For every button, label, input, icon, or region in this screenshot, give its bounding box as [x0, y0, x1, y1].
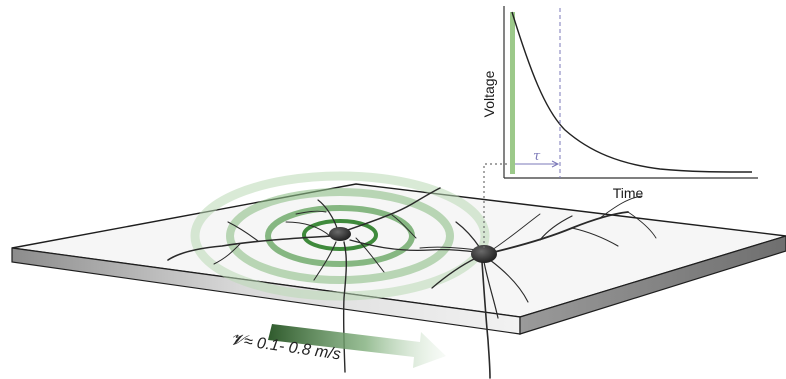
stimulus-bar [510, 12, 515, 174]
inset-plot: τ Voltage Time [481, 6, 758, 201]
wave-ring-outer [190, 171, 490, 301]
tissue-slab [11, 183, 786, 335]
neuron-left-soma [329, 227, 351, 241]
wave-rings [190, 171, 490, 301]
y-axis-label: Voltage [481, 70, 497, 117]
tau-symbol: τ [533, 149, 541, 164]
wave-ring-inner [302, 219, 378, 251]
propagation-arrow-shape [268, 324, 446, 368]
neuron-left [167, 187, 477, 373]
wave-ring-2 [265, 205, 415, 267]
wave-ring-3 [226, 188, 454, 284]
voltage-decay-curve [511, 11, 753, 173]
x-axis-label: Time [613, 185, 644, 201]
propagation-arrow [268, 324, 446, 368]
neuron-right [419, 195, 657, 379]
neuron-right-soma [471, 245, 497, 263]
tau-arrow-head [551, 160, 560, 168]
slab-side-edge [519, 235, 786, 335]
